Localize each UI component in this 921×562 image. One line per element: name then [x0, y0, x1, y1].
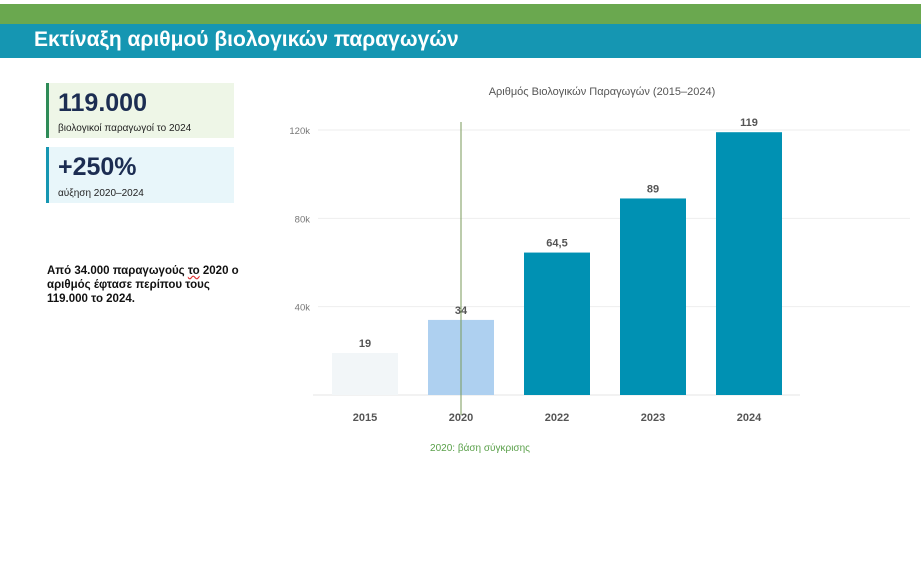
kpi-card-growth: +250% αύξηση 2020–2024 [46, 147, 234, 203]
data-label: 19 [359, 338, 371, 350]
x-axis: 2015 2020 2022 2023 2024 [353, 412, 762, 424]
kpi-value: +250% [58, 153, 137, 181]
kpi-value: 119.000 [58, 89, 147, 117]
note-text: 2020 ο αριθμός έφτασε περίπου τους 119.0… [47, 265, 239, 305]
y-axis: 40k 80k 120k [289, 126, 310, 314]
bar [716, 132, 782, 396]
x-tick-label: 2022 [545, 412, 569, 424]
kpi-card-producers: 119.000 βιολογικοί παραγωγοί το 2024 [46, 83, 234, 138]
bar-chart: Αριθμός Βιολογικών Παραγωγών (2015–2024)… [289, 86, 910, 454]
x-tick-label: 2023 [641, 412, 665, 424]
x-tick-label: 2015 [353, 412, 377, 424]
kpi-label: βιολογικοί παραγωγοί το 2024 [58, 123, 192, 134]
top-accent-bar [0, 4, 921, 26]
data-label: 64,5 [546, 238, 567, 250]
y-tick-label: 40k [295, 303, 311, 314]
data-label: 119 [740, 117, 758, 129]
x-tick-label: 2024 [737, 412, 762, 424]
y-tick-label: 120k [289, 126, 310, 137]
data-label: 89 [647, 183, 659, 195]
kpi-label: αύξηση 2020–2024 [58, 188, 144, 199]
note-text: Από 34.000 παραγωγούς [47, 265, 188, 277]
bar [620, 198, 686, 395]
x-tick-label: 2020 [449, 412, 473, 424]
page-title: Εκτίναξη αριθμού βιολογικών παραγωγών [34, 28, 459, 51]
header-bar: Εκτίναξη αριθμού βιολογικών παραγωγών [0, 24, 921, 58]
chart-grid [313, 129, 910, 396]
bar [524, 252, 590, 395]
note-underlined-word: το [187, 265, 200, 277]
baseline-marker-label: 2020: βάση σύγκρισης [430, 442, 530, 454]
chart-title: Αριθμός Βιολογικών Παραγωγών (2015–2024) [489, 86, 716, 98]
summary-note: Από 34.000 παραγωγούς το 2020 ο αριθμός … [47, 264, 247, 306]
y-tick-label: 80k [295, 214, 311, 225]
bar [332, 353, 398, 395]
baseline-marker: 2020: βάση σύγκρισης [430, 122, 530, 454]
